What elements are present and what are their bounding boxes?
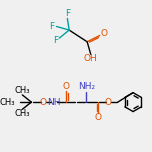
Text: O: O bbox=[63, 82, 70, 91]
Text: CH₃: CH₃ bbox=[15, 86, 30, 95]
Text: O: O bbox=[101, 29, 108, 38]
Text: O: O bbox=[95, 113, 102, 122]
Text: OH: OH bbox=[84, 54, 98, 63]
Text: CH₃: CH₃ bbox=[0, 98, 15, 107]
Text: F: F bbox=[50, 22, 55, 31]
Text: O: O bbox=[40, 98, 47, 107]
Text: NH₂: NH₂ bbox=[78, 82, 95, 91]
Text: F: F bbox=[65, 9, 70, 18]
Text: O: O bbox=[104, 98, 111, 107]
Text: F: F bbox=[53, 36, 58, 45]
Text: CH₃: CH₃ bbox=[15, 109, 30, 118]
Text: NH: NH bbox=[47, 98, 61, 107]
